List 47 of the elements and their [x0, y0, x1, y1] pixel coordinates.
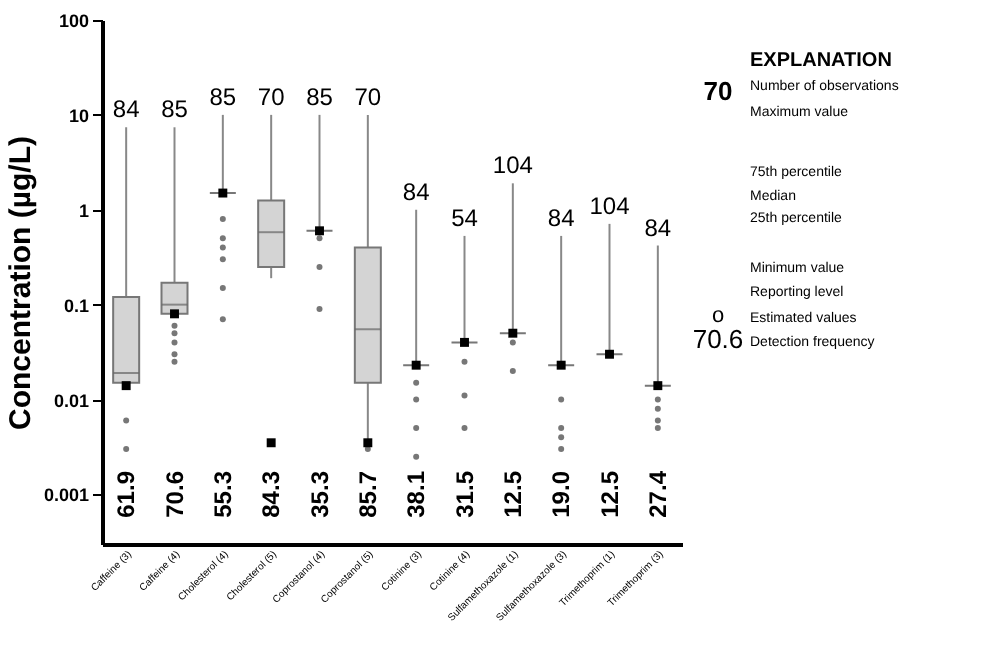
text: 70 [703, 76, 733, 106]
annotation: 70 [354, 82, 382, 111]
point [556, 360, 566, 370]
annotation: 31.5 [450, 470, 479, 518]
annotation: 38.1 [402, 470, 431, 518]
annotation: 85 [306, 82, 334, 111]
annotation: 35.3 [305, 470, 334, 518]
y-tick-label: 0.1 [63, 295, 89, 316]
annotation: 27.4 [643, 470, 672, 518]
annotation: 84 [112, 95, 141, 124]
y-tick-label: 10 [68, 105, 89, 126]
point [653, 381, 663, 391]
point [218, 188, 228, 198]
point [460, 337, 469, 347]
point [121, 381, 131, 391]
annotation: 12.5 [498, 470, 527, 518]
annotation: 12.5 [595, 470, 624, 518]
annotation: 104 [589, 191, 631, 220]
annotation: 55.3 [208, 470, 237, 518]
annotation: 104 [492, 151, 534, 180]
point [411, 360, 421, 370]
text: EXPLANATION [750, 50, 892, 72]
annotation: 85 [209, 82, 237, 111]
annotation: 70 [257, 82, 286, 111]
annotation: 19.0 [547, 470, 576, 518]
annotation: 84 [402, 177, 431, 206]
point [266, 438, 276, 448]
text: o [711, 304, 725, 328]
annotation: 61.9 [112, 470, 141, 518]
y-tick-label: 0.01 [53, 390, 89, 411]
y-tick-label: 0.001 [43, 485, 89, 506]
annotation: 85 [161, 95, 189, 124]
annotation: 85.7 [353, 470, 382, 518]
annotation: 84.3 [257, 470, 286, 518]
point [315, 226, 324, 236]
annotation: 54 [451, 203, 479, 232]
text: 70.6 [692, 324, 744, 354]
y-tick-label: 1 [78, 200, 89, 221]
y-tick-label: 100 [58, 11, 89, 31]
point [363, 438, 373, 448]
point [508, 328, 518, 338]
annotation: 70.6 [160, 470, 189, 518]
annotation: 84 [644, 213, 672, 242]
point [605, 349, 614, 359]
y-axis-title: Concentration (µg/L) [3, 136, 38, 430]
annotation: 84 [547, 203, 576, 232]
point [170, 309, 179, 319]
